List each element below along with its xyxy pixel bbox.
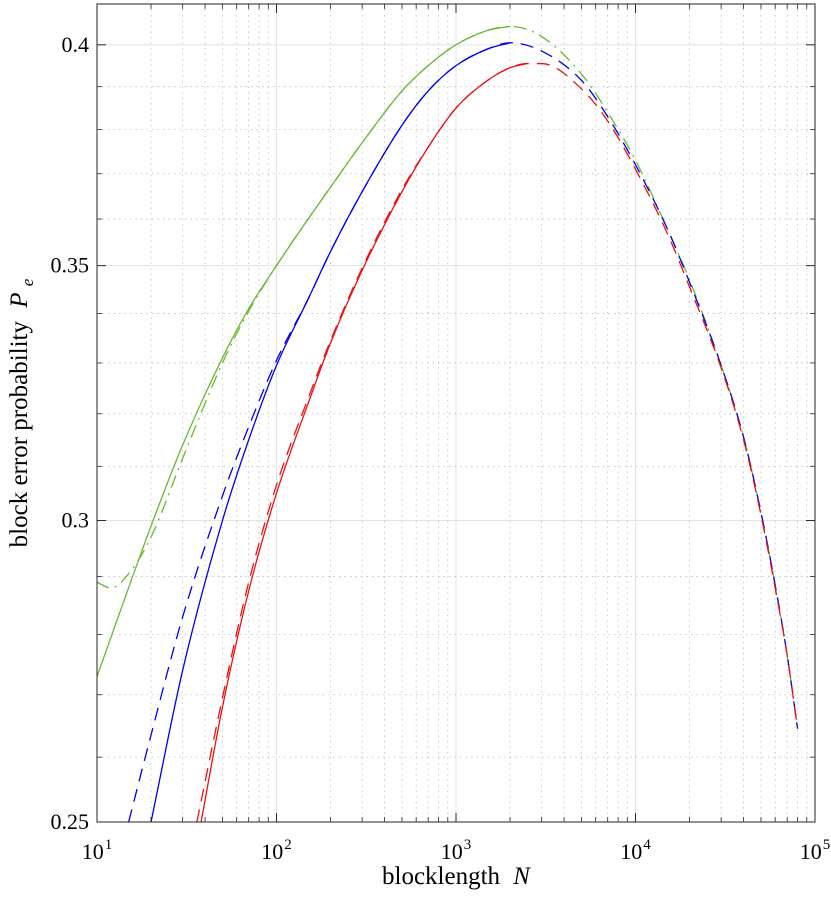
x-tick-label-exponent: 1 bbox=[105, 837, 113, 853]
x-tick-label-exponent: 2 bbox=[284, 837, 292, 853]
y-axis-label-subscript: e bbox=[18, 278, 37, 286]
x-tick-label-exponent: 3 bbox=[464, 837, 472, 853]
y-tick-label: 0.3 bbox=[62, 508, 90, 533]
x-axis-label-text: blocklength bbox=[382, 863, 501, 890]
y-axis-label-symbol: P bbox=[6, 292, 33, 308]
series-line-5 bbox=[200, 62, 528, 822]
x-tick-label: 105 bbox=[800, 837, 831, 864]
series-line-2 bbox=[97, 25, 799, 729]
x-tick-label: 104 bbox=[620, 837, 651, 864]
x-axis-label: blocklength N bbox=[382, 863, 531, 890]
series-line-4 bbox=[127, 42, 799, 822]
x-tick-label-base: 10 bbox=[82, 839, 104, 864]
x-tick-label: 102 bbox=[261, 837, 292, 864]
y-tick-label: 0.35 bbox=[51, 253, 90, 278]
x-tick-label: 101 bbox=[82, 837, 113, 864]
series-line-6 bbox=[196, 62, 799, 822]
x-tick-label-exponent: 5 bbox=[823, 837, 831, 853]
x-tick-label-exponent: 4 bbox=[643, 837, 651, 853]
y-axis-label-text: block error probability bbox=[6, 321, 33, 548]
series-lines bbox=[97, 25, 799, 822]
x-tick-label: 103 bbox=[441, 837, 472, 864]
x-tick-label-base: 10 bbox=[620, 839, 642, 864]
ticks bbox=[96, 3, 816, 823]
x-axis-label-symbol: N bbox=[512, 863, 531, 890]
x-tick-label-base: 10 bbox=[261, 839, 283, 864]
x-tick-label-base: 10 bbox=[441, 839, 463, 864]
y-axis-label: block error probability P e bbox=[6, 278, 37, 547]
grid bbox=[96, 3, 816, 823]
y-tick-label: 0.25 bbox=[51, 809, 90, 834]
y-tick-label: 0.4 bbox=[62, 32, 90, 57]
x-tick-label-base: 10 bbox=[800, 839, 822, 864]
